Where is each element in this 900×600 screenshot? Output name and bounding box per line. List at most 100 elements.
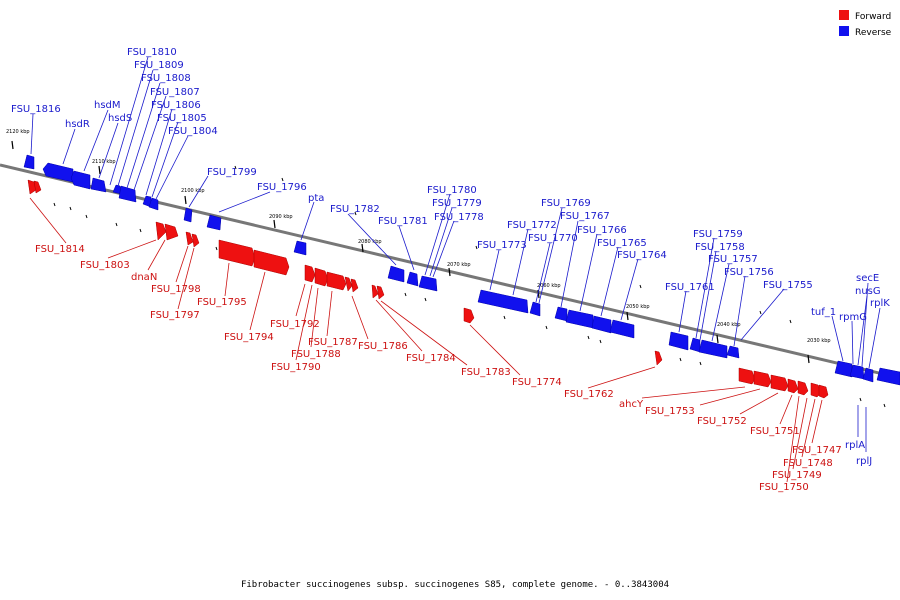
gene-label[interactable]: secE	[856, 273, 879, 284]
gene-label[interactable]: FSU_1772	[507, 220, 557, 231]
gene-label[interactable]: FSU_1773	[477, 240, 527, 251]
gene-label[interactable]: FSU_1757	[708, 254, 758, 265]
gene-rev	[406, 271, 419, 287]
gene-label[interactable]: FSU_1784	[406, 353, 456, 364]
gene-label[interactable]: FSU_1774	[512, 377, 562, 388]
gene-label[interactable]: FSU_1804	[168, 126, 218, 137]
gene-label[interactable]: FSU_1748	[783, 458, 833, 469]
leader-line	[117, 69, 154, 187]
minor-ticks	[53, 165, 886, 408]
gene-label[interactable]: rplK	[870, 298, 890, 309]
gene-label[interactable]: tuf_1	[811, 307, 836, 318]
leader-line	[587, 366, 656, 389]
gene-label[interactable]: rpmG	[839, 312, 867, 323]
gene-label[interactable]: rplA	[845, 440, 865, 451]
gene-fwd	[191, 233, 200, 248]
gene-label[interactable]: FSU_1747	[792, 445, 842, 456]
gene-rev	[591, 315, 612, 334]
gene-label[interactable]: FSU_1761	[665, 282, 715, 293]
gene-label[interactable]: FSU_1781	[378, 216, 428, 227]
legend-reverse-swatch	[839, 26, 849, 36]
gene-label[interactable]: FSU_1814	[35, 244, 85, 255]
kbp-label: 2090 kbp	[269, 214, 293, 220]
gene-label[interactable]: FSU_1764	[617, 250, 667, 261]
gene-label[interactable]: FSU_1767	[560, 211, 610, 222]
gene-label[interactable]: FSU_1799	[207, 167, 257, 178]
gene-label[interactable]: FSU_1816	[11, 104, 61, 115]
gene-label[interactable]: hsdS	[108, 113, 132, 124]
gene-label[interactable]: FSU_1769	[541, 198, 591, 209]
legend-forward-swatch	[839, 10, 849, 20]
gene-label[interactable]: FSU_1779	[432, 198, 482, 209]
gene-label[interactable]: FSU_1794	[224, 332, 274, 343]
leader-line	[801, 398, 816, 458]
gene-label[interactable]: FSU_1752	[697, 416, 747, 427]
gene-fwd	[218, 239, 256, 267]
leader-line	[133, 95, 167, 191]
leader-line	[600, 246, 619, 317]
gene-label[interactable]: FSU_1797	[150, 310, 200, 321]
leader-line	[811, 399, 823, 444]
gene-label[interactable]: FSU_1758	[695, 242, 745, 253]
gene-label[interactable]: FSU_1749	[772, 470, 822, 481]
gene-label[interactable]: FSU_1786	[358, 341, 408, 352]
gene-label[interactable]: FSU_1808	[141, 73, 191, 84]
minor-tick	[587, 335, 590, 340]
gene-label[interactable]: FSU_1780	[427, 185, 477, 196]
gene-label[interactable]: FSU_1765	[597, 238, 647, 249]
gene-label[interactable]: dnaN	[131, 272, 157, 283]
gene-label[interactable]: FSU_1751	[750, 426, 800, 437]
leader-line	[310, 287, 319, 348]
gene-label[interactable]: FSU_1766	[577, 225, 627, 236]
kbp-label: 2050 kbp	[626, 304, 650, 310]
leader-line	[188, 175, 209, 208]
gene-label[interactable]: FSU_1755	[763, 280, 813, 291]
gene-fwd	[33, 180, 42, 194]
gene-label[interactable]: FSU_1783	[461, 367, 511, 378]
kbp-label: 2120 kbp	[6, 129, 30, 135]
gene-label[interactable]: rplJ	[856, 456, 872, 467]
minor-tick	[53, 202, 56, 207]
gene-label[interactable]: FSU_1756	[724, 267, 774, 278]
gene-label[interactable]: FSU_1798	[151, 284, 201, 295]
leader-line	[326, 290, 333, 337]
kbp-tick	[11, 140, 14, 150]
minor-tick	[354, 211, 357, 216]
leader-line	[538, 207, 563, 304]
gene-label[interactable]: FSU_1759	[693, 229, 743, 240]
leader-line	[295, 283, 306, 317]
leader-line	[579, 233, 598, 312]
leader-line	[779, 394, 793, 425]
gene-label[interactable]: FSU_1753	[645, 406, 695, 417]
gene-label[interactable]: FSU_1792	[270, 319, 320, 330]
leader-line	[249, 271, 266, 331]
gene-label[interactable]: hsdM	[94, 100, 121, 111]
gene-label[interactable]: nusG	[855, 286, 881, 297]
gene-label[interactable]: FSU_1810	[127, 47, 177, 58]
gene-label[interactable]: FSU_1788	[291, 349, 341, 360]
gene-label[interactable]: FSU_1806	[151, 100, 201, 111]
gene-label[interactable]: FSU_1790	[271, 362, 321, 373]
gene-label[interactable]: pta	[308, 193, 324, 204]
gene-label[interactable]: FSU_1787	[308, 337, 358, 348]
gene-label[interactable]: hsdR	[65, 119, 90, 130]
gene-fwd	[818, 384, 829, 399]
leader-line	[740, 288, 785, 341]
gene-label[interactable]: FSU_1778	[434, 212, 484, 223]
gene-label[interactable]: ahcY	[619, 399, 644, 410]
gene-label[interactable]: FSU_1809	[134, 60, 184, 71]
gene-label[interactable]: FSU_1795	[197, 297, 247, 308]
gene-label[interactable]: FSU_1782	[330, 204, 380, 215]
gene-label[interactable]: FSU_1807	[150, 87, 200, 98]
gene-rev	[862, 367, 874, 383]
gene-label[interactable]: FSU_1770	[528, 233, 578, 244]
gene-rev	[834, 360, 853, 378]
leader-line	[560, 220, 579, 308]
minor-tick	[139, 228, 142, 233]
gene-label[interactable]: FSU_1762	[564, 389, 614, 400]
minor-tick	[859, 397, 862, 402]
gene-label[interactable]: FSU_1750	[759, 482, 809, 493]
gene-label[interactable]: FSU_1796	[257, 182, 307, 193]
gene-label[interactable]: FSU_1803	[80, 260, 130, 271]
gene-label[interactable]: FSU_1805	[157, 113, 207, 124]
